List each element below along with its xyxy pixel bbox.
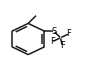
Text: S: S <box>51 27 56 36</box>
Text: F: F <box>50 37 55 46</box>
Text: F: F <box>66 29 71 38</box>
Text: F: F <box>60 41 65 50</box>
